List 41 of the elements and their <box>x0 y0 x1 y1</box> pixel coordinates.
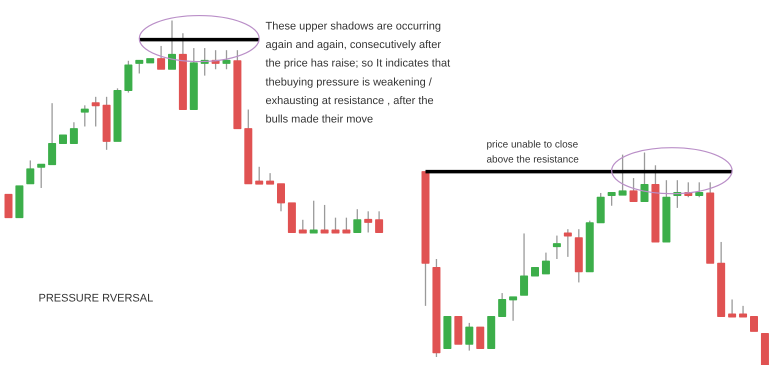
candlestick <box>640 152 648 202</box>
candlestick <box>618 154 627 196</box>
candlestick <box>608 192 616 206</box>
candlestick <box>266 172 274 185</box>
candlestick <box>739 305 748 318</box>
candlestick <box>168 20 176 70</box>
candlestick <box>4 194 12 218</box>
candlestick <box>695 182 704 198</box>
candlestick <box>310 200 318 234</box>
candlestick <box>48 102 56 166</box>
candlestick <box>364 210 372 234</box>
candlestick <box>135 60 144 74</box>
candlestick <box>509 296 518 322</box>
candlestick <box>630 177 638 202</box>
candlestick <box>750 316 758 332</box>
candlestick <box>255 166 264 185</box>
candlestick <box>320 204 329 234</box>
candlestick <box>564 228 572 258</box>
candlestick <box>277 183 285 212</box>
candlestick <box>92 96 100 128</box>
candlestick <box>542 252 550 275</box>
annotation: price unable to close above the resistance <box>486 140 580 166</box>
candlestick <box>332 217 340 234</box>
candlestick <box>70 122 78 144</box>
annotation: These upper shadows are occurring again and again, consecutively after the price has raise; so It indicates that thebuying pressure is weakening / exhausting at resistance , after the bulls made their move <box>266 20 450 126</box>
candlestick <box>728 298 736 318</box>
candlestick <box>465 322 474 352</box>
candlestick <box>157 45 166 70</box>
candlestick <box>342 217 350 234</box>
candlestick <box>37 164 46 189</box>
candlestick <box>26 160 34 184</box>
candlestick <box>298 219 307 234</box>
candlestick <box>222 50 230 70</box>
candlestick <box>353 208 362 234</box>
candlestick <box>552 234 561 260</box>
candlestick <box>520 232 528 296</box>
candlestick <box>375 210 384 234</box>
candlestick <box>498 292 506 318</box>
candlestick <box>476 326 484 349</box>
candlestick <box>80 104 89 128</box>
text: PRESSURE RVERSAL <box>38 292 154 304</box>
